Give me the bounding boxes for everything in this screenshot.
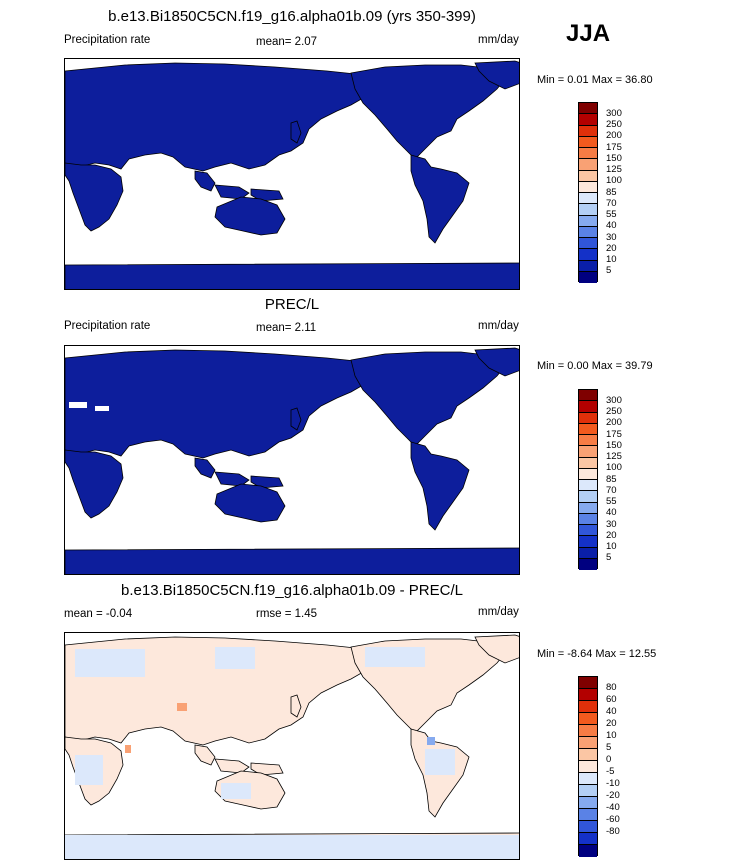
panel2-tick-7: 85	[606, 474, 617, 485]
panel2-map	[64, 345, 520, 575]
panel3-mean-label: mean = -0.04	[64, 608, 133, 620]
panel3-units-label: mm/day	[478, 606, 519, 618]
panel3-tick-9: -20	[606, 790, 620, 801]
panel2-tick-6: 100	[606, 462, 622, 473]
panel1-tick-2: 200	[606, 130, 622, 141]
panel2-land	[65, 347, 519, 574]
panel2-tick-8: 70	[606, 485, 617, 496]
panel3-tick-3: 20	[606, 718, 617, 729]
panel2-tick-0: 300	[606, 395, 622, 406]
panel3-rmse-label: rmse = 1.45	[256, 608, 318, 620]
panel2-colorbar	[578, 389, 598, 570]
panel3-tick-10: -40	[606, 802, 620, 813]
panel1-tick-7: 85	[606, 187, 617, 198]
panel1-tick-11: 30	[606, 232, 617, 243]
panel3-tick-8: -10	[606, 778, 620, 789]
panel1-tick-8: 70	[606, 198, 617, 209]
panel2-tick-11: 30	[606, 519, 617, 530]
panel1-mean-label: mean= 2.07	[256, 36, 318, 48]
panel2-tick-12: 20	[606, 530, 617, 541]
panel2-tick-10: 40	[606, 507, 617, 518]
panel3-positive-anomalies	[125, 703, 187, 753]
panel2-missing-data	[69, 402, 109, 411]
panel1-title: b.e13.Bi1850C5CN.f19_g16.alpha01b.09 (yr…	[108, 8, 476, 25]
panel3-strong-negative-anomalies	[427, 737, 435, 745]
panel1-tick-4: 150	[606, 153, 622, 164]
panel2-units-label: mm/day	[478, 320, 519, 332]
panel3-tick-4: 10	[606, 730, 617, 741]
panel1-tick-12: 20	[606, 243, 617, 254]
panel1-land	[65, 60, 519, 289]
panel1-units-label: mm/day	[478, 34, 519, 46]
panel2-tick-1: 250	[606, 406, 622, 417]
panel1-tick-14: 5	[606, 265, 612, 276]
panel2-title: PREC/L	[264, 296, 320, 313]
panel3-tick-12: -80	[606, 826, 620, 837]
panel1-colorbar	[578, 102, 598, 283]
panel3-tick-6: 0	[606, 754, 612, 765]
panel3-tick-7: -5	[606, 766, 615, 777]
panel1-tick-0: 300	[606, 108, 622, 119]
panel1-map	[64, 58, 520, 290]
panel3-map	[64, 632, 520, 860]
panel1-tick-3: 175	[606, 142, 622, 153]
panel3-negative-anomalies	[65, 647, 519, 859]
panel2-tick-14: 5	[606, 552, 612, 563]
panel2-minmax: Min = 0.00 Max = 39.79	[537, 360, 653, 372]
panel2-tick-3: 175	[606, 429, 622, 440]
panel1-tick-9: 55	[606, 209, 617, 220]
panel2-variable-label: Precipitation rate	[64, 320, 151, 332]
panel1-tick-6: 100	[606, 175, 622, 186]
panel1-minmax: Min = 0.01 Max = 36.80	[537, 74, 653, 86]
panel1-tick-10: 40	[606, 220, 617, 231]
panel3-tick-1: 60	[606, 694, 617, 705]
panel3-tick-5: 5	[606, 742, 612, 753]
panel3-tick-2: 40	[606, 706, 617, 717]
panel2-tick-5: 125	[606, 451, 622, 462]
panel2-tick-4: 150	[606, 440, 622, 451]
panel3-tick-0: 80	[606, 682, 617, 693]
panel3-tick-11: -60	[606, 814, 620, 825]
panel2-tick-9: 55	[606, 496, 617, 507]
panel2-tick-2: 200	[606, 417, 622, 428]
panel1-tick-13: 10	[606, 254, 617, 265]
panel3-title: b.e13.Bi1850C5CN.f19_g16.alpha01b.09 - P…	[121, 582, 463, 599]
panel3-minmax: Min = -8.64 Max = 12.55	[537, 648, 657, 660]
season-label: JJA	[566, 20, 611, 47]
panel3-colorbar	[578, 676, 598, 857]
panel2-tick-13: 10	[606, 541, 617, 552]
panel1-tick-5: 125	[606, 164, 622, 175]
panel1-variable-label: Precipitation rate	[64, 34, 151, 46]
panel2-mean-label: mean= 2.11	[256, 322, 317, 334]
panel1-tick-1: 250	[606, 119, 622, 130]
